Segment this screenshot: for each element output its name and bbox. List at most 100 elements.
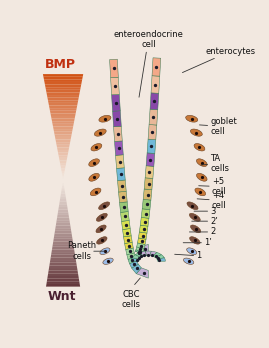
Polygon shape	[119, 191, 127, 203]
Polygon shape	[54, 129, 73, 132]
Polygon shape	[43, 74, 83, 77]
Text: enteroendocrine
cell: enteroendocrine cell	[114, 30, 183, 97]
Polygon shape	[57, 148, 69, 150]
Text: +4
cell: +4 cell	[197, 191, 226, 210]
Polygon shape	[50, 258, 76, 260]
Polygon shape	[129, 261, 138, 268]
Polygon shape	[125, 242, 133, 250]
Text: 2’: 2’	[192, 217, 218, 226]
Ellipse shape	[90, 188, 101, 196]
Text: enterocytes: enterocytes	[182, 47, 256, 73]
Ellipse shape	[103, 258, 113, 264]
Polygon shape	[135, 250, 143, 254]
Polygon shape	[115, 141, 123, 155]
Polygon shape	[138, 244, 148, 254]
Polygon shape	[155, 255, 164, 259]
Polygon shape	[53, 126, 73, 129]
Text: 1: 1	[175, 251, 202, 260]
Polygon shape	[52, 244, 74, 247]
Polygon shape	[157, 258, 165, 261]
Polygon shape	[116, 155, 124, 168]
Polygon shape	[118, 180, 126, 192]
Polygon shape	[48, 271, 78, 273]
Ellipse shape	[197, 173, 207, 181]
Ellipse shape	[100, 248, 110, 254]
Polygon shape	[51, 255, 75, 258]
Polygon shape	[56, 223, 70, 226]
Polygon shape	[54, 234, 72, 236]
Polygon shape	[47, 276, 79, 279]
Polygon shape	[61, 188, 65, 191]
Ellipse shape	[196, 159, 207, 166]
Polygon shape	[150, 93, 159, 110]
Polygon shape	[61, 168, 65, 171]
Ellipse shape	[91, 143, 102, 151]
Ellipse shape	[94, 129, 106, 136]
Ellipse shape	[195, 188, 206, 196]
Polygon shape	[44, 79, 82, 82]
Ellipse shape	[183, 258, 194, 264]
Polygon shape	[46, 284, 80, 287]
Polygon shape	[59, 201, 67, 204]
Polygon shape	[150, 251, 157, 256]
Polygon shape	[52, 247, 74, 250]
Polygon shape	[112, 94, 120, 111]
Text: TA
cells: TA cells	[201, 154, 229, 173]
Polygon shape	[49, 263, 77, 266]
Polygon shape	[50, 260, 76, 263]
Text: Wnt: Wnt	[48, 290, 76, 303]
Polygon shape	[62, 186, 64, 188]
Polygon shape	[55, 231, 72, 234]
Polygon shape	[132, 255, 141, 259]
Polygon shape	[128, 257, 137, 263]
Polygon shape	[148, 125, 157, 140]
Polygon shape	[43, 77, 83, 79]
Polygon shape	[51, 113, 76, 116]
Polygon shape	[60, 196, 66, 199]
Polygon shape	[142, 199, 151, 209]
Ellipse shape	[96, 213, 107, 221]
Polygon shape	[123, 236, 132, 244]
Polygon shape	[62, 174, 64, 176]
Polygon shape	[109, 59, 118, 78]
Ellipse shape	[189, 213, 200, 221]
Polygon shape	[49, 108, 77, 111]
Polygon shape	[153, 252, 161, 258]
Polygon shape	[53, 239, 73, 242]
Polygon shape	[58, 212, 69, 215]
Polygon shape	[61, 166, 66, 168]
Polygon shape	[55, 137, 71, 140]
Polygon shape	[48, 103, 78, 105]
Polygon shape	[52, 121, 74, 124]
Ellipse shape	[190, 237, 200, 244]
Polygon shape	[56, 142, 70, 145]
Polygon shape	[151, 76, 160, 93]
Polygon shape	[146, 153, 155, 166]
Polygon shape	[46, 90, 80, 93]
Polygon shape	[116, 168, 125, 181]
Polygon shape	[60, 199, 66, 201]
Polygon shape	[147, 139, 156, 153]
Polygon shape	[123, 229, 131, 237]
Polygon shape	[62, 183, 64, 186]
Polygon shape	[48, 100, 78, 103]
Polygon shape	[58, 153, 68, 155]
Ellipse shape	[194, 143, 205, 151]
Ellipse shape	[99, 116, 111, 122]
Ellipse shape	[190, 225, 201, 233]
Polygon shape	[50, 111, 76, 113]
Polygon shape	[141, 209, 150, 218]
Polygon shape	[144, 178, 153, 190]
Ellipse shape	[99, 202, 110, 209]
Polygon shape	[136, 247, 144, 252]
Text: goblet
cell: goblet cell	[200, 117, 237, 136]
Polygon shape	[137, 238, 146, 244]
Polygon shape	[48, 273, 79, 276]
Polygon shape	[139, 225, 148, 233]
Polygon shape	[47, 93, 80, 95]
Polygon shape	[53, 242, 73, 244]
Polygon shape	[55, 134, 72, 137]
Polygon shape	[135, 252, 144, 258]
Polygon shape	[45, 87, 81, 90]
Text: 1’: 1’	[183, 238, 212, 247]
